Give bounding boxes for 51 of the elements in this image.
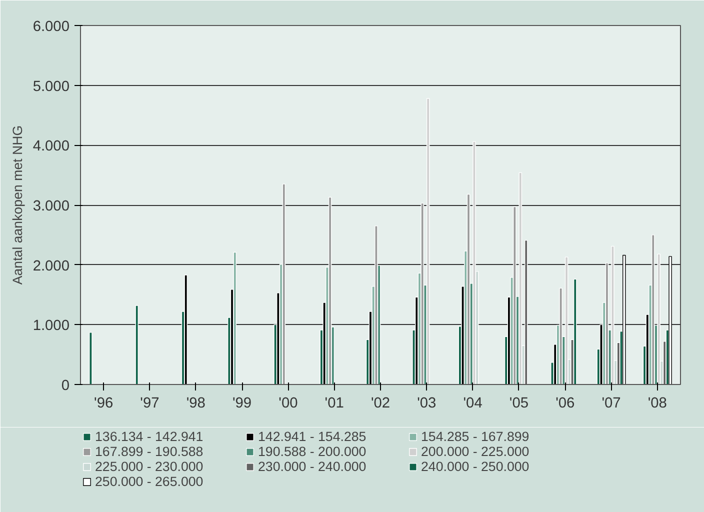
bar <box>657 254 660 384</box>
x-tick-label: '98 <box>186 396 206 412</box>
bar <box>233 252 237 384</box>
bar <box>524 240 528 384</box>
legend-label: 200.000 - 225.000 <box>421 444 530 459</box>
bar <box>420 202 424 384</box>
y-axis-title: Aantal aankopen met NHG <box>10 125 25 285</box>
bar <box>135 305 138 384</box>
bar <box>513 206 516 384</box>
bar <box>89 332 92 384</box>
x-tick-label: '01 <box>324 396 344 412</box>
x-tick-label: '07 <box>602 396 621 412</box>
x-tick-label: '02 <box>370 396 390 412</box>
bar <box>559 288 562 384</box>
bar <box>472 141 476 384</box>
legend-label: 154.285 - 167.899 <box>421 429 530 444</box>
x-tick-label: '00 <box>278 396 298 412</box>
y-tick-label: 6.000 <box>32 19 70 35</box>
bar <box>651 234 655 384</box>
legend-label: 230.000 - 240.000 <box>258 459 368 474</box>
legend-label: 225.000 - 230.000 <box>95 459 204 474</box>
legend-label: 190.588 - 200.000 <box>258 444 368 459</box>
y-tick-label: 5.000 <box>32 78 70 95</box>
bar <box>426 98 430 384</box>
y-tick-label: 2.000 <box>32 258 70 274</box>
bar <box>573 278 577 384</box>
x-tick-label: '96 <box>94 396 114 412</box>
bar <box>611 246 614 384</box>
bar <box>184 274 188 384</box>
bar <box>564 256 568 384</box>
bar <box>282 184 286 384</box>
y-tick-label: 3.000 <box>32 198 70 214</box>
legend-label: 136.134 - 142.941 <box>95 429 204 444</box>
x-tick-label: '06 <box>556 396 575 412</box>
bar <box>668 256 672 384</box>
x-tick-label: '04 <box>463 396 482 412</box>
legend-label: 250.000 - 265.000 <box>95 474 204 489</box>
x-tick-label: '08 <box>648 396 667 412</box>
y-tick-label: 1.000 <box>32 318 70 334</box>
y-tick-label: 0 <box>61 378 70 394</box>
x-tick-label: '97 <box>140 396 160 412</box>
x-tick-label: '99 <box>232 396 252 412</box>
legend-label: 142.941 - 154.285 <box>258 429 368 444</box>
legend-label: 167.899 - 190.588 <box>95 444 204 459</box>
x-tick-label: '05 <box>509 396 529 412</box>
bar <box>374 226 378 384</box>
y-tick-label: 4.000 <box>32 138 70 155</box>
x-tick-label: '03 <box>417 396 436 412</box>
legend-label: 240.000 - 250.000 <box>421 459 530 474</box>
bar <box>622 254 626 384</box>
bar <box>328 196 332 384</box>
